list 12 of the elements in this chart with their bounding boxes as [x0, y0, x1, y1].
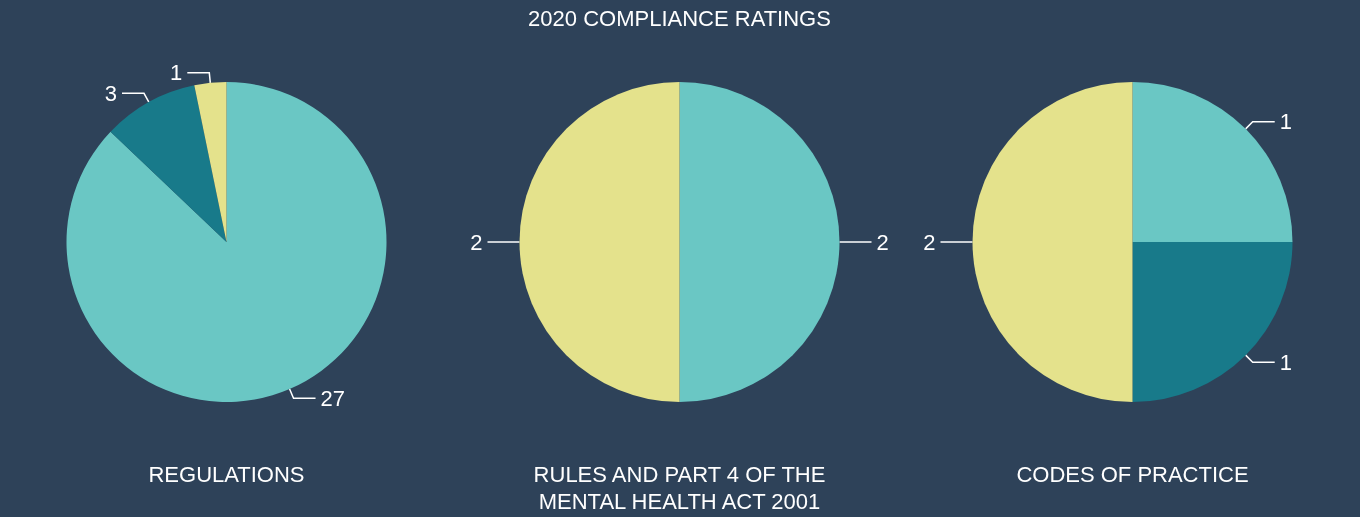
- data-label: 3: [104, 80, 117, 106]
- text: RULES AND PART 4 OF THE MENTAL HEALTH ACT 2001: [533, 462, 826, 514]
- data-label: 27: [320, 385, 346, 411]
- data-label: 2: [876, 229, 889, 255]
- data-label: 2: [470, 229, 483, 255]
- text: REGULATIONS: [148, 462, 305, 487]
- data-label: 1: [1279, 109, 1292, 135]
- data-label: 1: [170, 60, 183, 86]
- data-label: 2: [923, 229, 936, 255]
- text: CODES OF PRACTICE: [1016, 462, 1249, 487]
- data-label: 1: [1279, 349, 1292, 375]
- chart-title: 2020 COMPLIANCE RATINGS: [528, 5, 831, 31]
